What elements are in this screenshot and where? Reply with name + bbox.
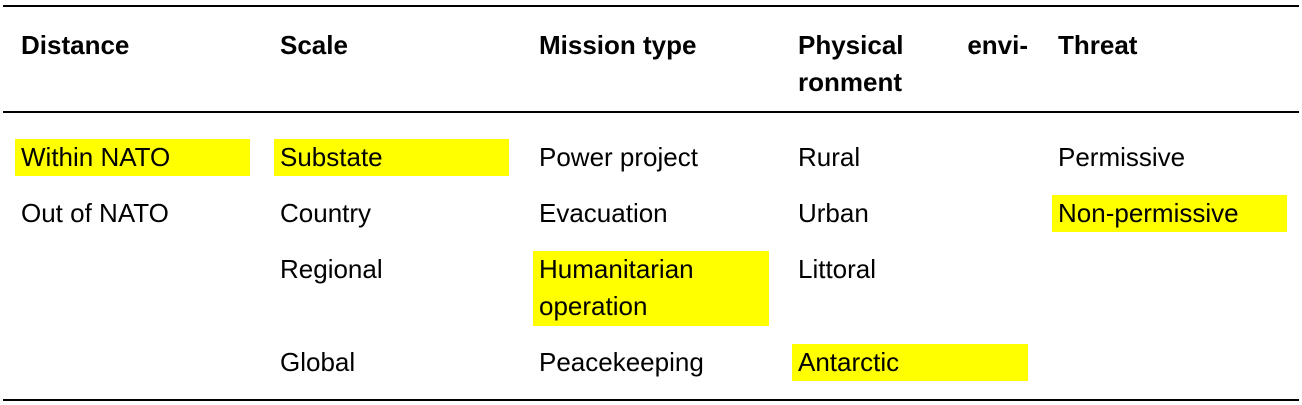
- cell-threat-permissive: Permissive: [1058, 142, 1186, 172]
- cell-mission-evacuation: Evacuation: [539, 198, 668, 228]
- header-threat: Threat: [1058, 30, 1138, 60]
- cell-mission-humanitarian-operation-text: Humanitarian operation: [539, 254, 694, 321]
- header-physical-environment: Physical envi- ronment: [798, 27, 1028, 101]
- cell-mission-power-project: Power project: [539, 142, 698, 172]
- cell-distance-within-nato: Within NATO: [15, 139, 250, 176]
- header-rule: [3, 111, 1299, 113]
- header-physical-environment-line2: ronment: [798, 67, 902, 97]
- cell-mission-humanitarian-operation: Humanitarian operation: [533, 251, 769, 326]
- cell-env-antarctic: Antarctic: [792, 344, 1028, 381]
- cell-scale-regional: Regional: [280, 254, 383, 284]
- cell-env-urban: Urban: [798, 198, 869, 228]
- cell-mission-peacekeeping: Peacekeeping: [539, 347, 704, 377]
- header-physical-environment-line1: Physical envi-: [798, 30, 1028, 60]
- cell-scale-global: Global: [280, 347, 356, 377]
- cell-env-rural: Rural: [798, 142, 861, 172]
- table-bottom-rule: [3, 399, 1299, 401]
- header-distance: Distance: [21, 30, 130, 60]
- cell-scale-country: Country: [280, 198, 372, 228]
- cell-env-littoral: Littoral: [798, 254, 877, 284]
- cell-scale-substate: Substate: [274, 139, 509, 176]
- cell-threat-non-permissive: Non-permissive: [1052, 195, 1287, 232]
- header-mission-type: Mission type: [539, 30, 697, 60]
- table-top-rule: [3, 5, 1299, 7]
- cell-distance-out-of-nato: Out of NATO: [21, 198, 169, 228]
- header-scale: Scale: [280, 30, 348, 60]
